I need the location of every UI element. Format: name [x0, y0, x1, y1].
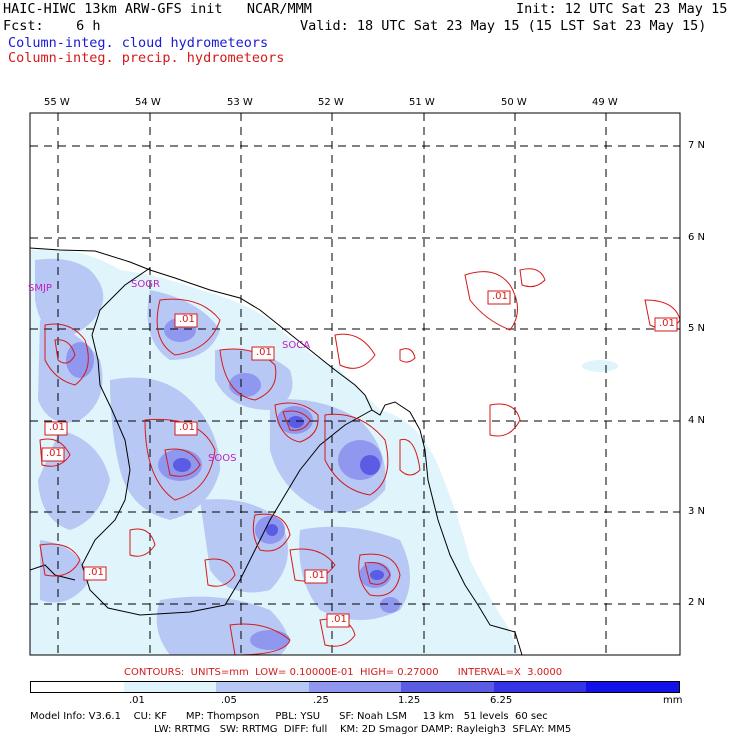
contour-label: .01 — [256, 347, 272, 358]
grid-lines — [30, 113, 680, 655]
contour-label: .01 — [46, 448, 62, 459]
colorbar-tick: .05 — [221, 695, 237, 706]
lat-label: 5 N — [688, 323, 706, 334]
colorbar-seg — [216, 682, 309, 692]
colorbar-tick: 6.25 — [490, 695, 513, 706]
contour-label: .01 — [179, 314, 195, 325]
lat-label: 3 N — [688, 506, 706, 517]
legend-cloud: Column-integ. cloud hydrometeors — [8, 35, 269, 51]
footer-model-info: Model Info: V3.6.1 CU: KF MP: Thompson P… — [30, 711, 548, 722]
lat-label: 6 N — [688, 232, 706, 243]
colorbar-units: mm — [663, 695, 683, 706]
contour-label: .01 — [331, 614, 347, 625]
header-title: HAIC-HIWC 13km ARW-GFS init NCAR/MMM — [3, 1, 312, 17]
contour-info: CONTOURS: UNITS=mm LOW= 0.10000E-01 HIGH… — [124, 667, 563, 678]
header-valid: Valid: 18 UTC Sat 23 May 15 (15 LST Sat … — [300, 18, 707, 34]
colorbar — [30, 681, 680, 693]
colorbar-tick: 1.25 — [398, 695, 421, 706]
colorbar-tick: .25 — [313, 695, 329, 706]
lon-label: 53 W — [227, 97, 253, 108]
lat-label: 4 N — [688, 415, 706, 426]
colorbar-seg — [586, 682, 680, 692]
footer-physics: LW: RRTMG SW: RRTMG DIFF: full KM: 2D Sm… — [154, 724, 572, 735]
header-fcst: Fcst: 6 h — [3, 18, 101, 34]
contour-label: .01 — [179, 422, 195, 433]
contour-label-boxes — [41, 290, 678, 628]
colorbar-seg — [31, 682, 124, 692]
colorbar-seg — [493, 682, 587, 692]
header-init: Init: 12 UTC Sat 23 May 15 — [516, 1, 728, 17]
station-label: SOCA — [282, 340, 311, 351]
colorbar-seg — [123, 682, 217, 692]
colorbar-seg — [401, 682, 494, 692]
contour-label: .01 — [88, 567, 104, 578]
contour-label: .01 — [492, 291, 508, 302]
station-label: SMJP — [28, 283, 52, 294]
contour-label: .01 — [309, 570, 325, 581]
station-label: SOGR — [131, 279, 160, 290]
lat-label: 7 N — [688, 140, 706, 151]
colorbar-tick: .01 — [129, 695, 145, 706]
legend-precip: Column-integ. precip. hydrometeors — [8, 50, 285, 66]
station-label: SOOS — [208, 453, 237, 464]
lon-label: 51 W — [409, 97, 435, 108]
colorbar-seg — [308, 682, 402, 692]
lon-label: 52 W — [318, 97, 344, 108]
cloud-shading — [30, 249, 618, 655]
lon-label: 49 W — [592, 97, 618, 108]
lon-label: 55 W — [44, 97, 70, 108]
lat-label: 2 N — [688, 597, 706, 608]
contour-label: .01 — [659, 318, 675, 329]
lon-label: 54 W — [135, 97, 161, 108]
lon-label: 50 W — [501, 97, 527, 108]
contour-label: .01 — [49, 422, 65, 433]
